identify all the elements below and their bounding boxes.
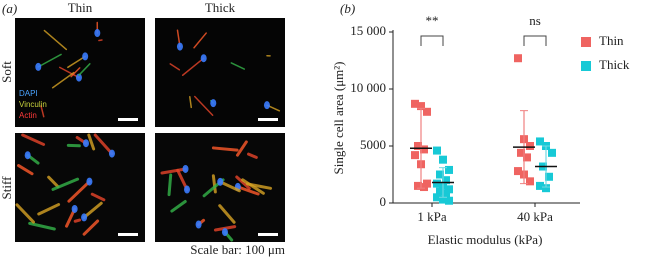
row-header: Soft xyxy=(0,61,14,83)
cell-fiber xyxy=(169,175,171,195)
stain-label: Vinculin xyxy=(19,100,47,109)
legend-label: Thin xyxy=(599,33,624,48)
legend-swatch xyxy=(581,37,591,47)
scale-bar xyxy=(258,233,278,236)
nucleus xyxy=(210,99,216,107)
data-point xyxy=(526,177,534,185)
data-point xyxy=(433,147,441,155)
y-axis-label: Single cell area (μm²) xyxy=(331,61,346,174)
data-point xyxy=(548,149,556,157)
data-point xyxy=(411,151,419,159)
nucleus xyxy=(86,178,92,186)
micrographs xyxy=(15,18,285,242)
nucleus xyxy=(25,151,31,159)
scale-bar xyxy=(118,233,138,236)
y-tick-label: 5000 xyxy=(360,137,386,152)
stain-label: DAPI xyxy=(19,89,38,98)
x-tick-label: 1 kPa xyxy=(417,209,446,224)
significance-bracket xyxy=(524,36,546,46)
nucleus xyxy=(72,205,78,213)
significance-bracket xyxy=(421,36,443,46)
legend-label: Thick xyxy=(599,57,630,72)
significance-label: ** xyxy=(426,13,439,28)
micrograph xyxy=(155,18,285,127)
data-point xyxy=(423,108,431,116)
nucleus xyxy=(201,54,207,62)
scale-bar xyxy=(118,118,138,121)
row-header: Stiff xyxy=(0,176,14,200)
nucleus xyxy=(177,43,183,51)
scale-bar xyxy=(258,118,278,121)
column-header: Thin xyxy=(68,0,93,15)
data-point xyxy=(445,166,453,174)
y-tick-label: 10 000 xyxy=(350,80,386,95)
nucleus xyxy=(94,29,100,37)
scale-bar-caption: Scale bar: 100 μm xyxy=(190,242,285,257)
nucleus xyxy=(83,139,89,147)
data-point xyxy=(526,142,534,150)
legend-swatch xyxy=(581,61,591,71)
y-tick-label: 0 xyxy=(380,194,387,209)
cell-fiber xyxy=(75,220,79,221)
nucleus xyxy=(109,150,115,158)
panel-label: (b) xyxy=(340,1,355,16)
nucleus xyxy=(81,213,87,221)
panel-label: (a) xyxy=(2,1,17,16)
nucleus xyxy=(222,228,228,236)
x-axis-label: Elastic modulus (kPa) xyxy=(428,232,543,247)
nucleus xyxy=(182,165,188,173)
stain-label: Actin xyxy=(19,111,37,120)
column-header: Thick xyxy=(205,0,236,15)
data-point xyxy=(514,54,522,62)
significance-label: ns xyxy=(529,13,541,28)
nucleus xyxy=(184,186,190,194)
nucleus xyxy=(196,221,202,229)
nucleus xyxy=(264,101,270,109)
cell-fiber xyxy=(99,40,102,41)
data-point xyxy=(445,197,453,205)
y-tick-label: 15 000 xyxy=(350,23,386,38)
nucleus xyxy=(82,52,88,60)
x-tick-label: 40 kPa xyxy=(517,209,553,224)
nucleus xyxy=(35,63,41,71)
data-point xyxy=(439,156,447,164)
nucleus xyxy=(217,178,223,186)
